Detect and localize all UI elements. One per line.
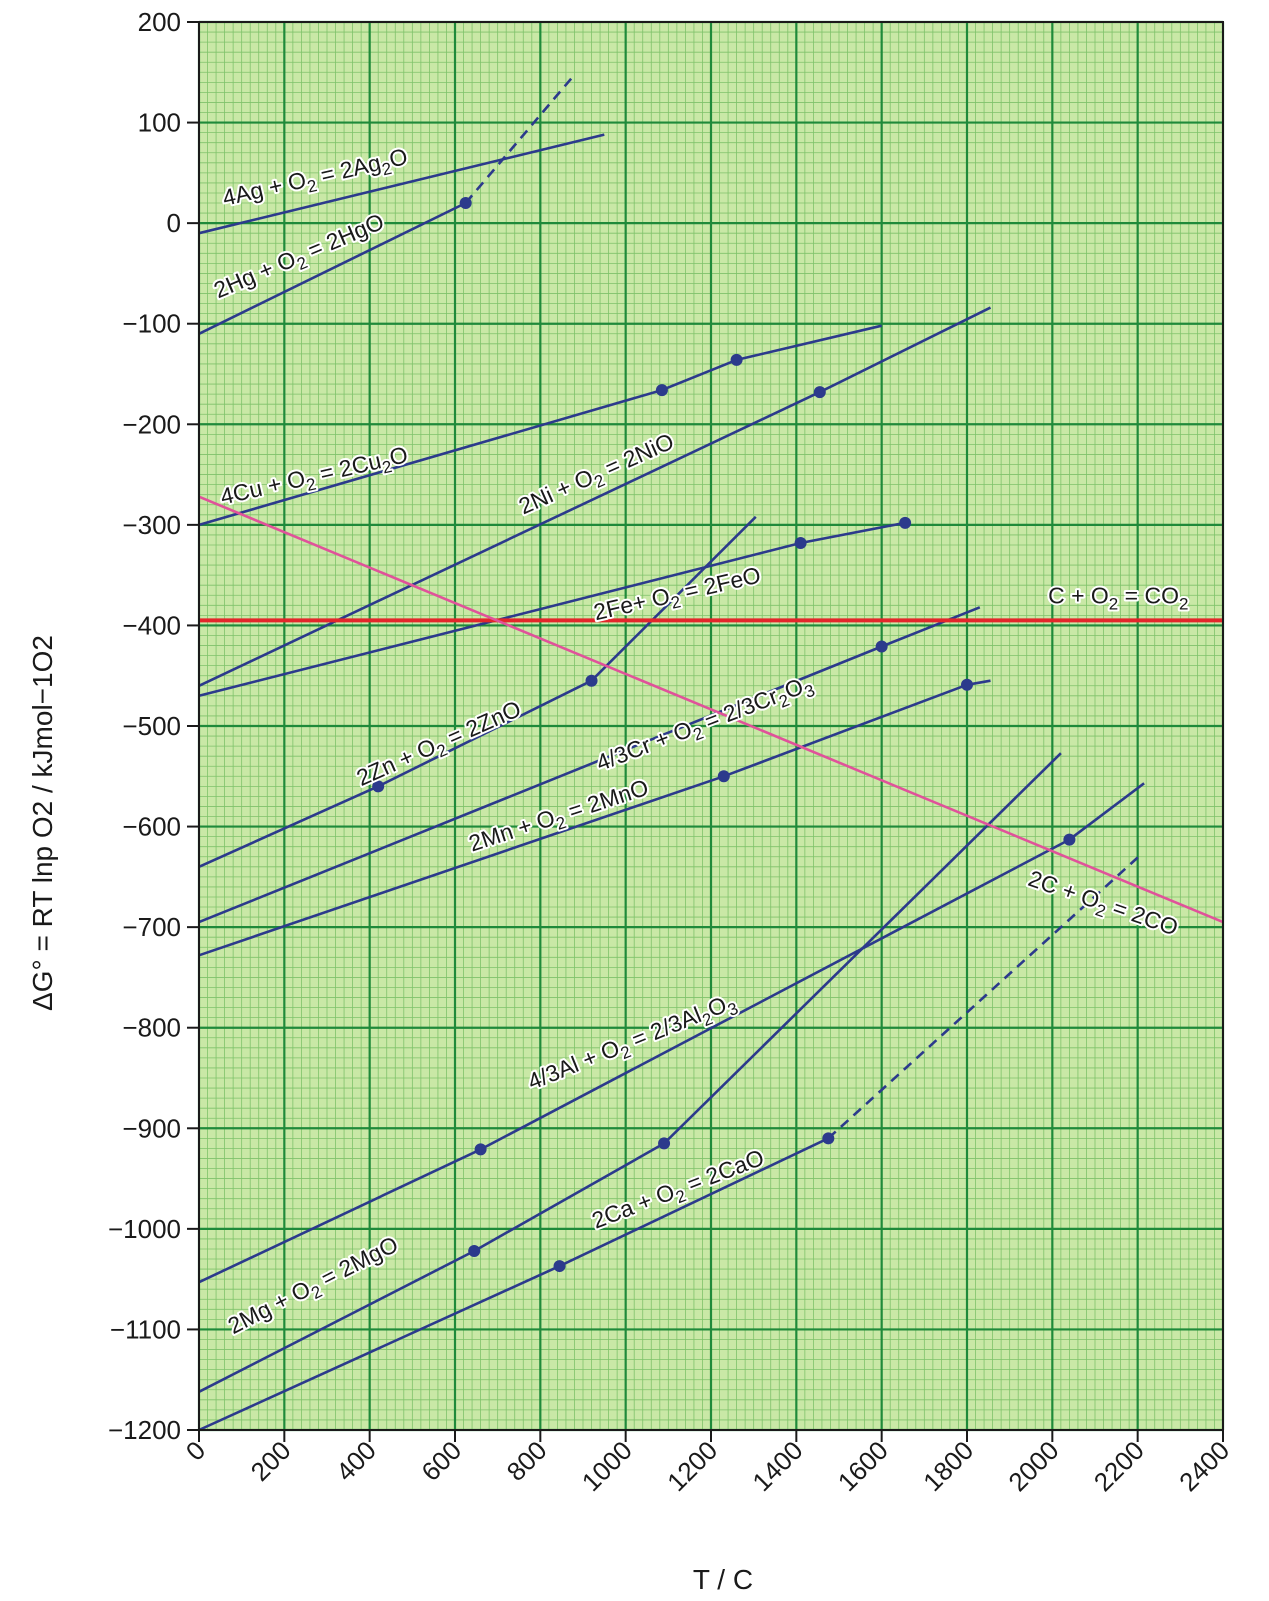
y-tick-label: −500 (122, 711, 181, 741)
x-axis-title: T / C (693, 1564, 753, 1595)
series-line-2c-o2-2co (198, 495, 1224, 924)
marker-2mn-o2-2mno (961, 678, 973, 691)
y-tick-label: −600 (122, 812, 181, 842)
y-tick-label: 0 (167, 208, 181, 238)
marker-2fe-o2-2feo (899, 516, 912, 529)
marker-2ca-o2-2cao (822, 1132, 835, 1145)
y-tick-label: −1000 (108, 1214, 181, 1244)
label-c-o2-co2: C + O2 = CO2 (1048, 582, 1188, 613)
x-tick-label: 1400 (746, 1435, 808, 1497)
x-tick-label: 200 (245, 1435, 297, 1487)
x-tick-label: 600 (415, 1435, 467, 1487)
y-tick-label: −700 (122, 912, 181, 942)
y-tick-label: 200 (138, 7, 181, 37)
series-line-4-3al-o2-2-3al2o3 (198, 782, 1145, 1284)
x-tick-label: 1000 (576, 1435, 638, 1497)
x-tick-label: 2200 (1088, 1435, 1150, 1497)
y-tick-label: −100 (122, 309, 181, 339)
label-part: = CO (1118, 582, 1179, 608)
marker-4-3cr-o2-2-3cr2o3 (875, 640, 888, 653)
y-axis-title: ΔG° = RT lnp O2 / kJmol−1O2 (27, 635, 58, 1011)
series-line-2mg-o2-2mgo (198, 752, 1062, 1393)
label-part: 2 (1179, 594, 1188, 613)
series-line-2hg-o2-2hgo (198, 201, 467, 335)
label-part: C + O (1048, 582, 1109, 608)
y-tick-label: 100 (138, 108, 181, 138)
x-tick-label: 2400 (1173, 1435, 1235, 1497)
series-markers (372, 197, 1076, 1273)
marker-2mg-o2-2mgo (658, 1137, 671, 1150)
marker-2mg-o2-2mgo (468, 1244, 481, 1257)
marker-2zn-o2-2zno (585, 674, 598, 687)
x-tick-label: 400 (330, 1435, 382, 1487)
label-part: 2 (1109, 594, 1118, 613)
x-tick-label: 800 (501, 1435, 553, 1487)
series-line-2hg-o2-2hgo (464, 76, 574, 204)
y-tick-label: −800 (122, 1013, 181, 1043)
series-line-4ag-o2-2ag2o (198, 133, 605, 235)
y-tick-label: −400 (122, 610, 181, 640)
marker-4-3al-o2-2-3al2o3 (1063, 833, 1076, 846)
series-line-2mn-o2-2mno (198, 679, 991, 957)
x-tick-label: 0 (180, 1435, 211, 1466)
marker-2zn-o2-2zno (372, 780, 385, 793)
marker-4cu-o2-2cu2o (730, 353, 743, 366)
y-tick-label: −900 (122, 1113, 181, 1143)
marker-2ni-o2-2nio (813, 386, 826, 399)
x-tick-label: 2000 (1002, 1435, 1064, 1497)
x-tick-label: 1600 (832, 1435, 894, 1497)
series-line-2zn-o2-2zno (198, 515, 757, 868)
grid (197, 20, 1225, 1432)
y-tick-label: −1200 (108, 1415, 181, 1445)
x-tick-label: 1800 (917, 1435, 979, 1497)
x-tick-label: 1200 (661, 1435, 723, 1497)
marker-2mn-o2-2mno (717, 770, 730, 783)
marker-2hg-o2-2hgo (459, 197, 472, 210)
series-line-4cu-o2-2cu2o (198, 324, 882, 527)
y-tick-label: −200 (122, 409, 181, 439)
marker-2fe-o2-2feo (794, 536, 807, 549)
y-tick-label: −1100 (110, 1314, 181, 1344)
marker-2ca-o2-2cao (553, 1260, 566, 1273)
y-tick-label: −300 (122, 510, 181, 540)
marker-4cu-o2-2cu2o (655, 384, 668, 397)
axes (187, 21, 1224, 1442)
marker-4-3al-o2-2-3al2o3 (474, 1143, 487, 1156)
series-line-2ca-o2-2cao (827, 852, 1143, 1140)
